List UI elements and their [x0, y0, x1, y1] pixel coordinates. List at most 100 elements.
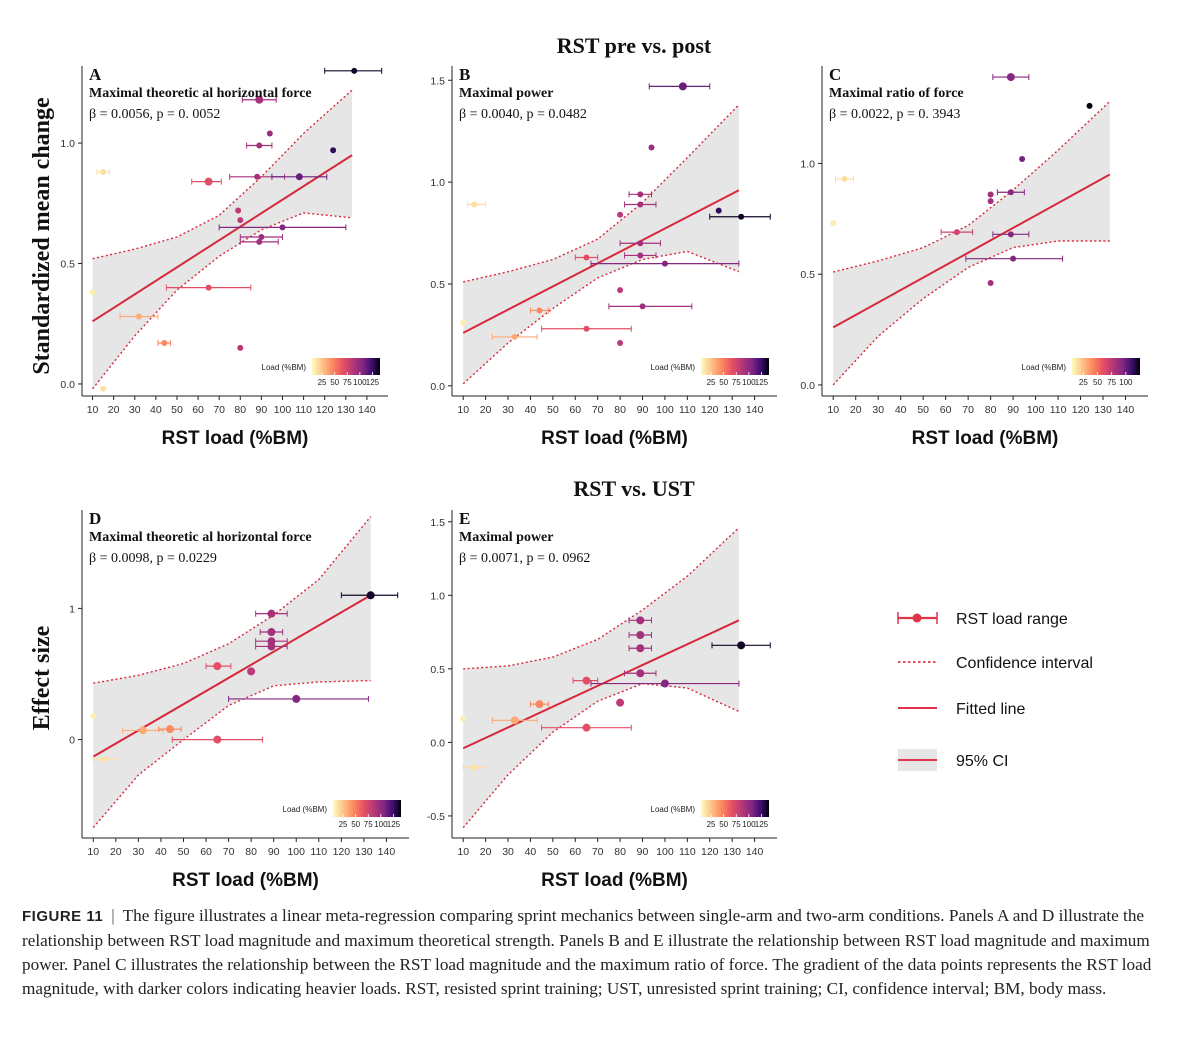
data-point-a-15: [266, 130, 273, 137]
data-point-c-4: [987, 198, 994, 205]
panel-stat-e: β = 0.0071, p = 0. 0962: [459, 551, 590, 566]
x-tick-label-d-140: 140: [378, 846, 396, 858]
caption-text: The figure illustrates a linear meta-reg…: [22, 906, 1152, 998]
panel-stat-d: β = 0.0098, p = 0.0229: [89, 551, 217, 566]
data-point-a-10: [255, 95, 264, 104]
x-tick-label-d-10: 10: [87, 846, 99, 858]
colorbar-tick-label-b-100: 100: [742, 378, 756, 387]
panel-c: 10 20 30 40 50 60 70 80 90 100 110 120 130 140 0.0 0.5 1…: [800, 65, 1148, 449]
data-point-c-1: [841, 175, 848, 182]
panel-letter-c: C: [829, 65, 841, 84]
data-point-c-6: [1006, 73, 1015, 82]
x-tick-label-c-40: 40: [895, 404, 907, 416]
x-tick-label-a-10: 10: [87, 404, 99, 416]
data-point-c-2: [953, 229, 960, 236]
x-tick-label-b-10: 10: [457, 404, 469, 416]
data-point-d-7: [267, 609, 276, 618]
x-tick-label-a-110: 110: [295, 404, 312, 416]
y-tick-label-e-4: 1.5: [430, 517, 445, 529]
section-title-top: RST pre vs. post: [557, 33, 712, 58]
legend-item-fitted-line: Fitted line: [898, 701, 1025, 718]
data-point-d-11: [292, 694, 301, 703]
caption-separator: |: [111, 906, 115, 925]
panel-title-e: Maximal power: [459, 530, 553, 545]
legend-item-load-range: RST load range: [897, 611, 1068, 628]
x-axis-label-e: RST load (%BM): [541, 870, 688, 891]
data-point-b-18: [738, 213, 745, 220]
panel-stat-c: β = 0.0022, p = 0. 3943: [829, 107, 960, 122]
data-point-b-6: [617, 211, 624, 218]
ci-lower-line-d: [92, 679, 371, 828]
x-tick-label-a-70: 70: [213, 404, 225, 416]
x-tick-label-d-100: 100: [287, 846, 305, 858]
data-point-b-13: [639, 303, 646, 310]
ci-band-c: [833, 101, 1110, 385]
panels: 10 20 30 40 50 60 70 80 90 100 110 120 130 1400.00.51…: [60, 65, 1148, 891]
x-tick-label-b-20: 20: [480, 404, 492, 416]
colorbar-tick-label-a-125: 125: [366, 378, 380, 387]
x-tick-label-b-80: 80: [614, 404, 626, 416]
data-point-a-7: [235, 207, 242, 214]
x-tick-label-b-130: 130: [723, 404, 741, 416]
data-point-a-18: [330, 147, 337, 154]
data-point-e-3: [535, 700, 544, 709]
ci-band-a: [92, 90, 353, 389]
caption-label: FIGURE 11: [22, 908, 104, 925]
data-point-d-6: [247, 667, 256, 676]
data-point-a-3: [135, 313, 142, 320]
data-point-e-4: [582, 676, 591, 685]
y-tick-label-b-1: 0.5: [430, 279, 445, 291]
colorbar-tick-label-c-50: 50: [1093, 378, 1102, 387]
x-tick-label-e-120: 120: [701, 846, 719, 858]
data-point-a-14: [256, 238, 263, 245]
data-point-a-9: [237, 344, 244, 351]
x-tick-label-b-70: 70: [592, 404, 604, 416]
x-tick-label-c-70: 70: [962, 404, 974, 416]
x-tick-label-a-30: 30: [129, 404, 141, 416]
data-point-a-1: [100, 168, 107, 175]
ci-lower-line-a: [92, 212, 353, 390]
panel-a: 10 20 30 40 50 60 70 80 90 100 110 120 130 1400.00.51…: [60, 65, 388, 449]
figure-legend: RST load range Confidence interval Fitte…: [897, 611, 1093, 771]
data-point-c-8: [1007, 231, 1014, 238]
data-point-b-2: [511, 333, 518, 340]
data-point-c-0: [830, 220, 837, 227]
x-tick-label-a-90: 90: [256, 404, 268, 416]
legend-label-fitted-line: Fitted line: [956, 701, 1025, 718]
colorbar-tick-label-a-25: 25: [318, 378, 327, 387]
data-point-e-5: [582, 723, 591, 732]
colorbar-tick-label-b-25: 25: [707, 378, 716, 387]
data-point-b-7: [617, 287, 624, 294]
colorbar-tick-label-e-25: 25: [707, 820, 716, 829]
fitted-line-a: [92, 154, 353, 323]
legend-label-95ci: 95% CI: [956, 753, 1008, 770]
data-point-e-6: [616, 698, 625, 707]
colorbar-tick-label-e-125: 125: [755, 820, 769, 829]
x-tick-label-a-80: 80: [234, 404, 246, 416]
x-tick-label-b-90: 90: [637, 404, 649, 416]
figure-canvas: RST pre vs. post RST vs. UST Standardize…: [29, 33, 1148, 891]
legend-label-load-range: RST load range: [956, 611, 1068, 628]
ci-upper-line-b: [463, 104, 740, 283]
data-point-e-11: [660, 679, 669, 688]
ci-lower-line-e: [462, 682, 740, 829]
x-tick-label-e-50: 50: [547, 846, 559, 858]
y-tick-label-e-3: 1.0: [430, 590, 445, 602]
x-tick-label-b-120: 120: [701, 404, 719, 416]
x-tick-label-d-80: 80: [245, 846, 257, 858]
x-tick-label-c-30: 30: [872, 404, 884, 416]
ci-upper-line-e: [463, 527, 740, 670]
data-point-b-16: [678, 82, 687, 91]
data-point-e-2: [510, 716, 519, 725]
x-tick-label-b-30: 30: [502, 404, 514, 416]
fitted-line-b: [462, 189, 740, 334]
x-tick-label-b-110: 110: [679, 404, 696, 416]
figure-caption: FIGURE 11 | The figure illustrates a linea…: [22, 904, 1182, 1001]
colorbar-e: [701, 800, 769, 817]
y-tick-label-d-1: 1: [69, 603, 75, 615]
x-tick-label-a-100: 100: [274, 404, 292, 416]
data-point-d-0: [90, 712, 97, 719]
colorbar-tick-label-e-50: 50: [719, 820, 728, 829]
colorbar-title-c: Load (%BM): [1022, 363, 1067, 372]
section-title-bottom: RST vs. UST: [573, 476, 695, 501]
